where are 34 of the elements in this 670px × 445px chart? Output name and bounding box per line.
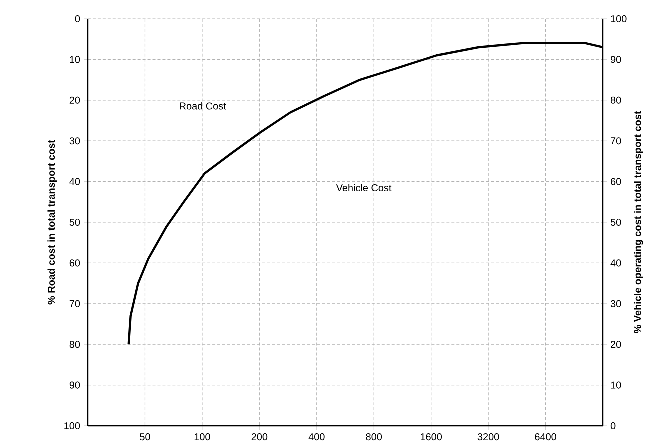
y-tick-label: 50 bbox=[70, 218, 80, 226]
y-axis-title: % Road cost in total transport cost bbox=[48, 140, 58, 305]
y-tick-label: 90 bbox=[70, 382, 80, 389]
y2-tick-label: 20 bbox=[611, 341, 622, 348]
x-tick-label: 1600 bbox=[421, 434, 442, 441]
x-tick-label: 50 bbox=[140, 434, 150, 441]
y-tick-label: 80 bbox=[70, 341, 80, 348]
x-tick-label: 3200 bbox=[478, 434, 500, 441]
y-tick-label: 20 bbox=[70, 96, 80, 104]
y2-tick-label: 10 bbox=[611, 382, 622, 389]
y-tick-label: 0 bbox=[75, 15, 80, 23]
annotation: Road Cost bbox=[180, 102, 226, 110]
annotation: Vehicle Cost bbox=[336, 184, 392, 192]
y-tick-label: 100 bbox=[64, 422, 80, 430]
y2-tick-label: 0 bbox=[610, 422, 616, 430]
y-tick-label: 40 bbox=[70, 178, 80, 186]
x-tick-label: 100 bbox=[194, 434, 210, 441]
x-tick-label: 400 bbox=[308, 434, 325, 441]
y2-tick-label: 30 bbox=[610, 300, 622, 308]
y2-tick-label: 40 bbox=[610, 260, 622, 267]
y-tick-label: 30 bbox=[70, 138, 80, 145]
y-tick-label: 70 bbox=[70, 300, 80, 308]
x-tick-label: 200 bbox=[252, 434, 268, 441]
y-tick-label: 60 bbox=[70, 260, 80, 267]
y2-tick-label: 50 bbox=[610, 218, 622, 226]
x-tick-label: 800 bbox=[366, 434, 382, 441]
y2-axis-title: % Vehicle operating cost in total transport cost bbox=[634, 111, 644, 334]
y2-tick-label: 90 bbox=[611, 56, 622, 64]
y2-tick-label: 100 bbox=[611, 15, 627, 23]
y2-tick-label: 70 bbox=[611, 138, 622, 145]
y2-tick-label: 60 bbox=[611, 178, 622, 186]
x-tick-label: 6400 bbox=[535, 434, 556, 441]
y2-tick-label: 80 bbox=[610, 96, 622, 104]
y-tick-label: 10 bbox=[70, 56, 80, 64]
